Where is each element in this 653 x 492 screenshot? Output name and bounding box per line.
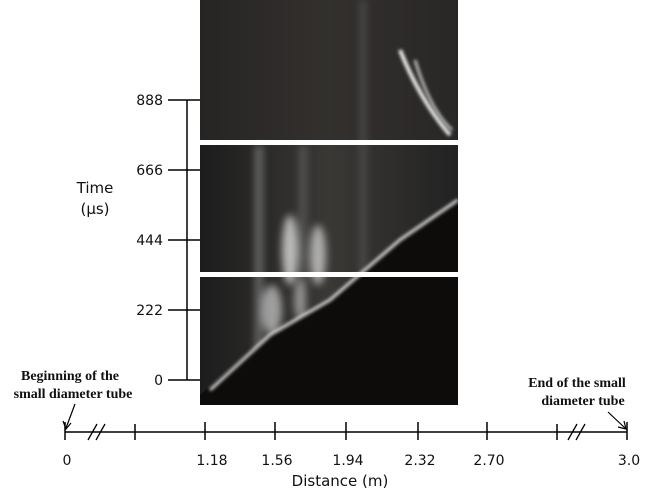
distance-tick-label: 1.94: [332, 453, 363, 469]
annotation: Beginning of the: [21, 369, 119, 384]
time-tick-label: 888: [136, 93, 163, 109]
distance-tick-marks: [134, 424, 558, 440]
distance-tick-label: 0: [63, 453, 72, 469]
annotation: End of the small: [528, 376, 626, 391]
annotation: diameter tube: [541, 394, 624, 409]
distance-tick-label: 1.56: [261, 453, 292, 469]
time-tick-label: 444: [136, 233, 163, 249]
time-ticks: 0 222 444 666 888: [136, 93, 200, 389]
distance-ticks: 0 1.18 1.56 1.94 2.32 2.70 3.0: [63, 422, 640, 469]
distance-label: Distance (m): [292, 472, 389, 490]
time-tick-label: 0: [154, 373, 163, 389]
streak-photograph: [200, 0, 458, 405]
distance-tick-label: 2.32: [404, 453, 435, 469]
time-tick-label: 222: [136, 303, 163, 319]
axis-break: [87, 423, 586, 441]
distance-tick-label: 2.70: [473, 453, 504, 469]
annotation: small diameter tube: [14, 387, 133, 402]
time-label: (μs): [80, 200, 109, 218]
distance-tick-label: 3.0: [618, 453, 640, 469]
time-label: Time: [76, 179, 114, 197]
distance-tick-label: 1.18: [196, 453, 227, 469]
time-tick-label: 666: [136, 163, 163, 179]
arrows: [62, 403, 627, 431]
